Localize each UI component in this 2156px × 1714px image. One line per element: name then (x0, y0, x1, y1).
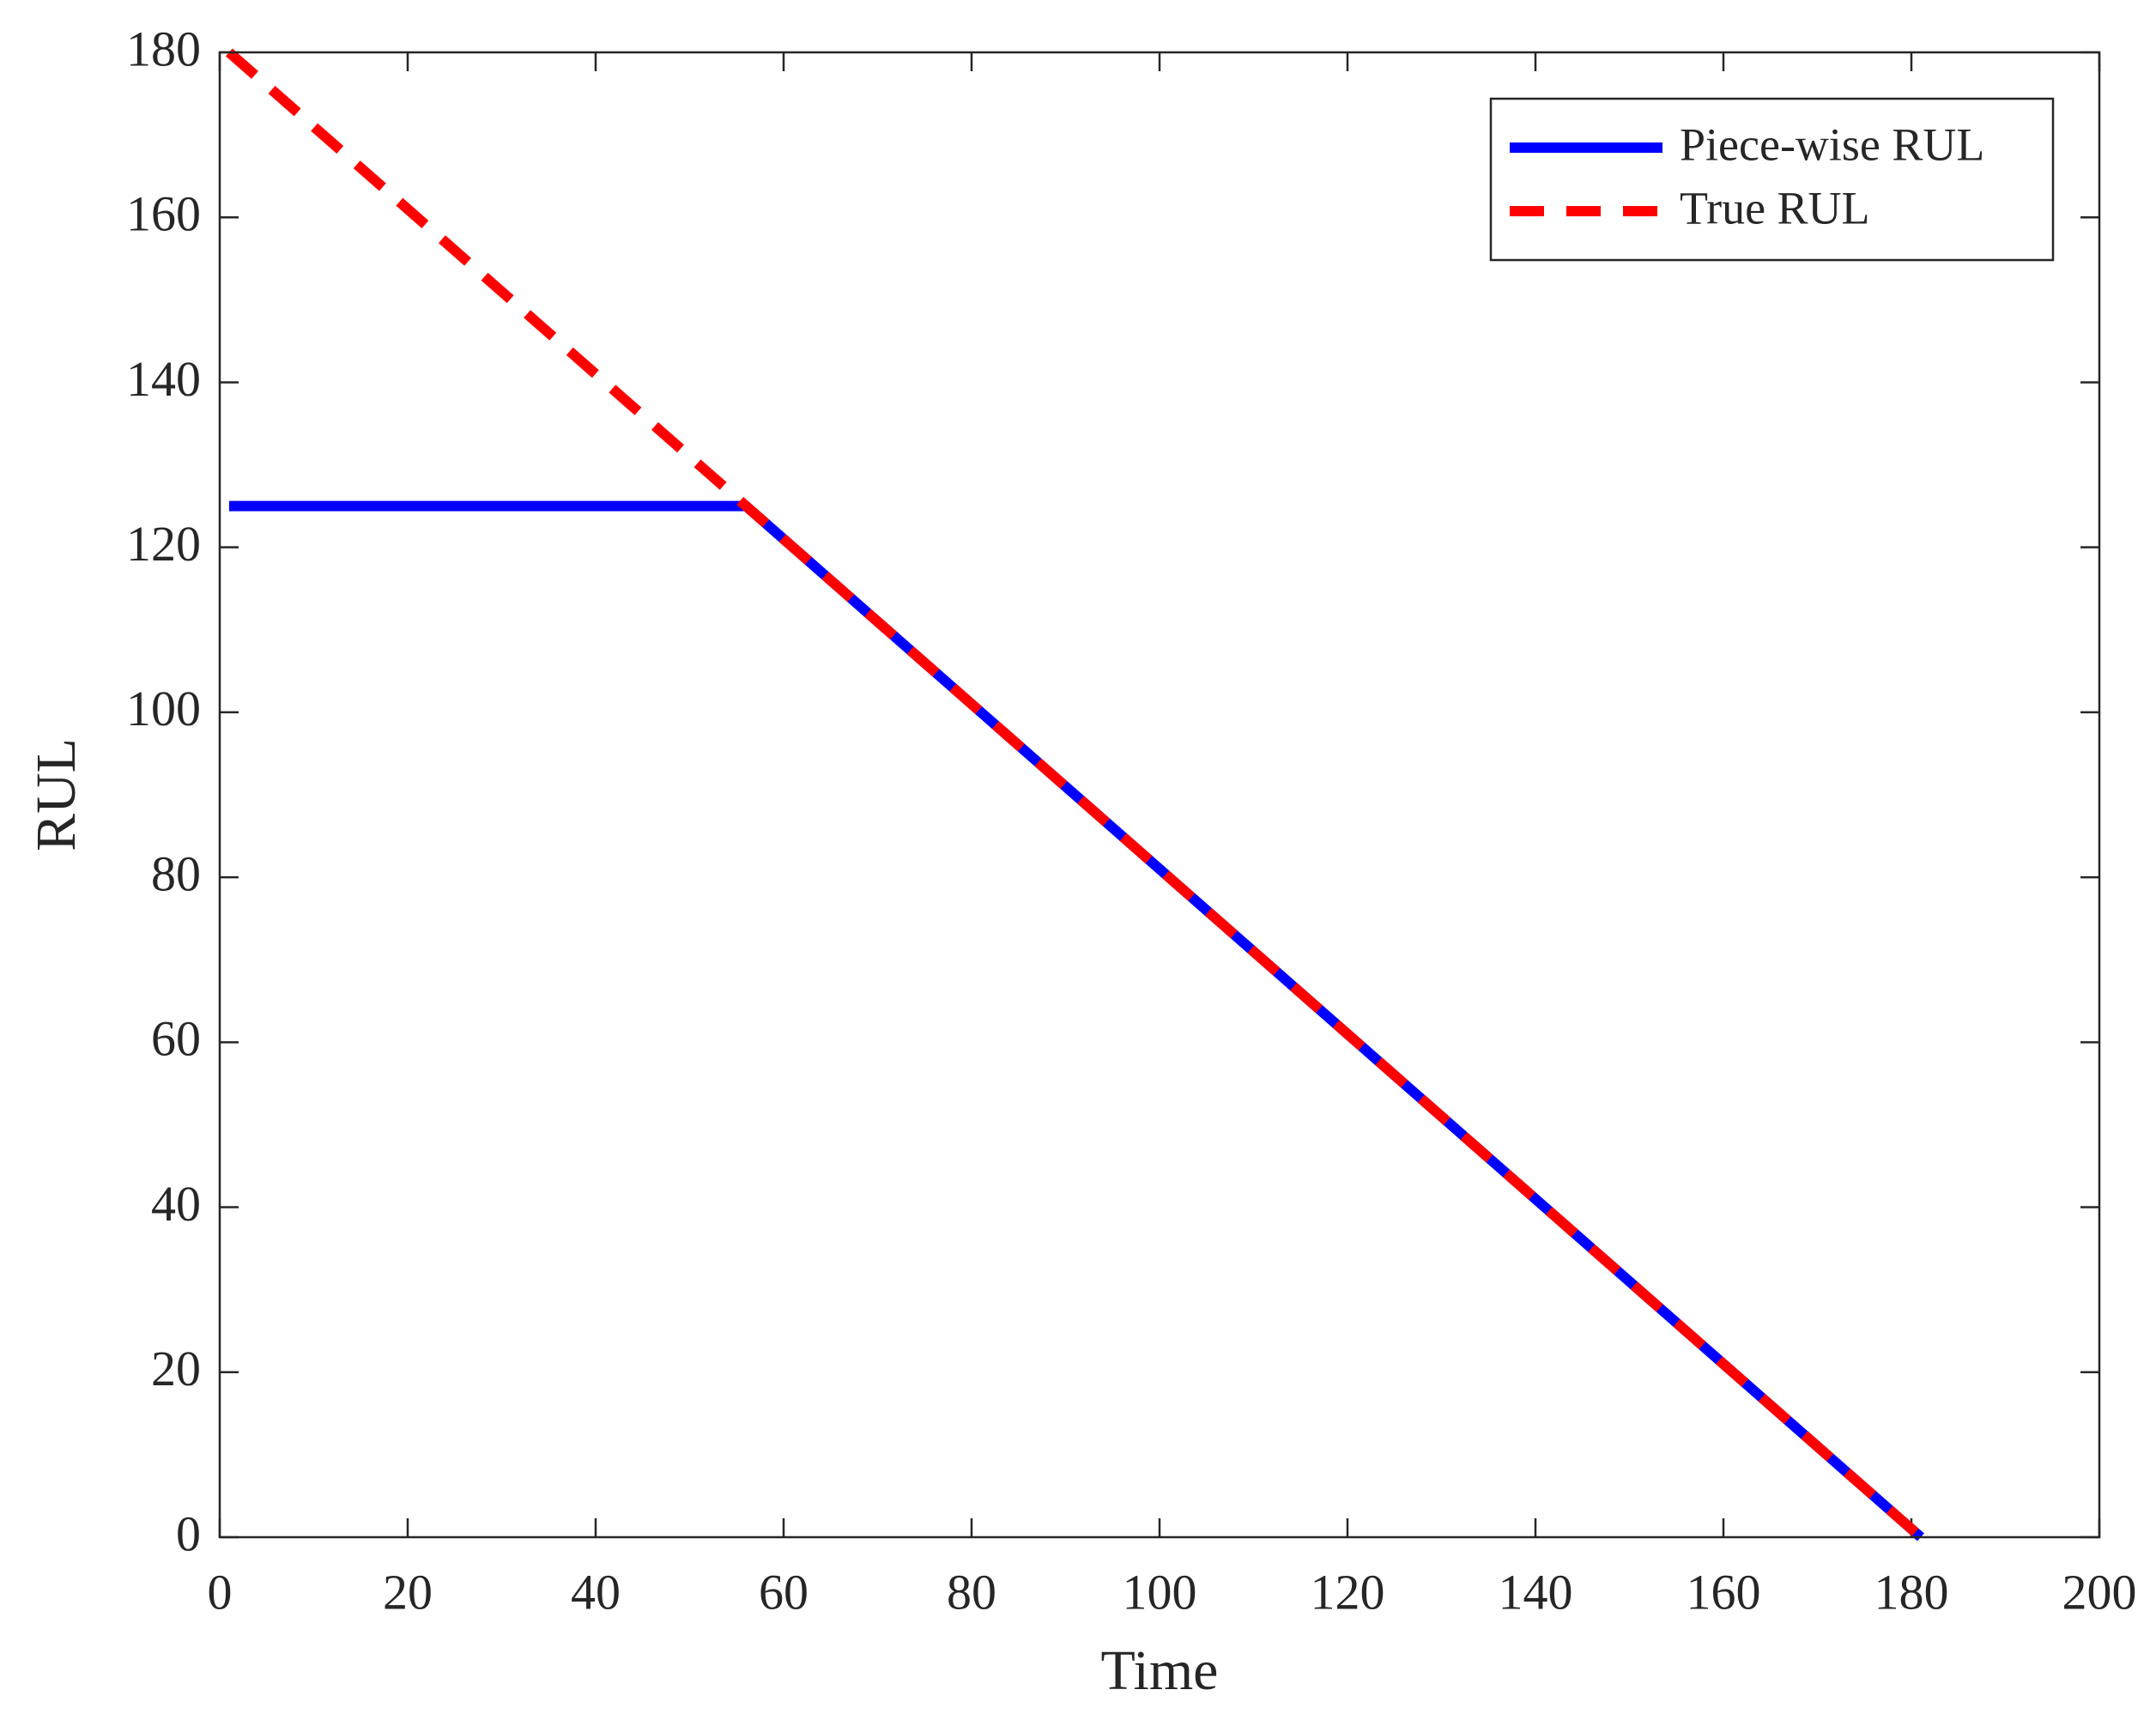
y-tick-label: 80 (151, 845, 201, 901)
axes-box (218, 51, 2101, 1539)
legend-label: Piece-wise RUL (1680, 118, 1984, 170)
x-tick-label: 20 (383, 1564, 433, 1620)
y-tick-label: 160 (126, 186, 201, 242)
x-tick-label: 180 (1874, 1564, 1949, 1620)
x-tick-label: 100 (1123, 1564, 1197, 1620)
plot-area (220, 52, 2099, 1537)
data-line (225, 48, 1924, 1541)
x-tick-label: 120 (1311, 1564, 1385, 1620)
y-tick-label: 100 (126, 681, 201, 736)
y-tick-label: 20 (151, 1341, 201, 1396)
y-axis-label: RUL (25, 738, 88, 851)
x-tick-label: 40 (571, 1564, 621, 1620)
legend-label: True RUL (1680, 182, 1870, 233)
y-tick-label: 40 (151, 1176, 201, 1232)
x-tick-label: 160 (1687, 1564, 1761, 1620)
x-tick-label: 0 (208, 1564, 233, 1620)
x-tick-label: 200 (2062, 1564, 2137, 1620)
x-tick-label: 60 (759, 1564, 808, 1620)
y-tick-label: 140 (126, 351, 201, 407)
x-axis-label: Time (1101, 1639, 1219, 1702)
y-tick-label: 60 (151, 1011, 201, 1067)
y-tick-label: 0 (176, 1505, 201, 1561)
y-tick-label: 180 (126, 21, 201, 76)
x-tick-label: 140 (1499, 1564, 1573, 1620)
y-tick-label: 120 (126, 516, 201, 572)
x-tick-label: 80 (947, 1564, 996, 1620)
legend-box (1489, 97, 2055, 262)
